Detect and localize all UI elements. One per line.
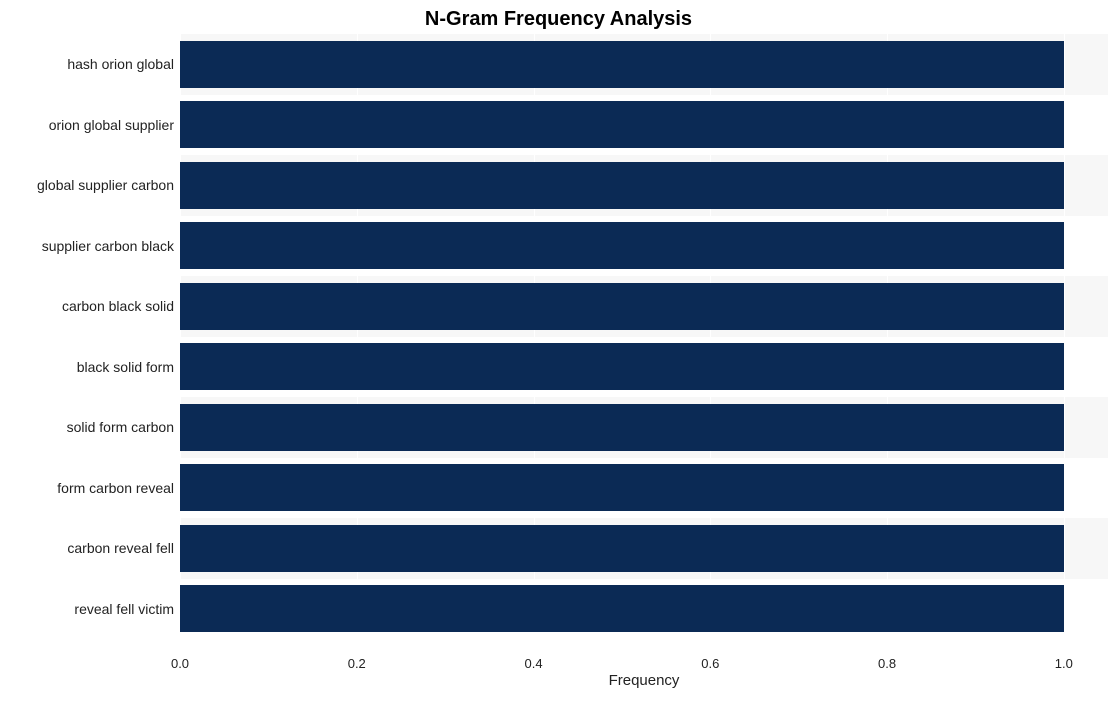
y-tick-label: solid form carbon (67, 419, 174, 435)
bar (180, 283, 1064, 330)
bar (180, 162, 1064, 209)
x-tick-label: 0.2 (348, 656, 366, 671)
y-axis-labels: hash orion global orion global supplier gl… (0, 34, 174, 639)
chart-title: N-Gram Frequency Analysis (0, 8, 1117, 31)
plot-area (180, 34, 1108, 639)
x-tick-label: 0.8 (878, 656, 896, 671)
y-tick-label: black solid form (77, 359, 174, 375)
bar (180, 222, 1064, 269)
bar (180, 464, 1064, 511)
bar (180, 343, 1064, 390)
ngram-chart: N-Gram Frequency Analysis hash orion glo… (0, 0, 1117, 701)
x-tick-label: 0.4 (524, 656, 542, 671)
y-tick-label: carbon reveal fell (67, 540, 174, 556)
y-tick-label: form carbon reveal (57, 480, 174, 496)
y-tick-label: carbon black solid (62, 298, 174, 314)
x-tick-label: 0.6 (701, 656, 719, 671)
y-tick-label: orion global supplier (49, 117, 174, 133)
x-axis-label: Frequency (180, 672, 1108, 689)
bar (180, 525, 1064, 572)
bars-layer (180, 34, 1108, 639)
bar (180, 41, 1064, 88)
y-tick-label: reveal fell victim (74, 601, 174, 617)
y-tick-label: supplier carbon black (42, 238, 174, 254)
bar (180, 101, 1064, 148)
x-tick-label: 1.0 (1055, 656, 1073, 671)
y-tick-label: hash orion global (67, 56, 174, 72)
bar (180, 404, 1064, 451)
y-tick-label: global supplier carbon (37, 177, 174, 193)
bar (180, 585, 1064, 632)
x-tick-label: 0.0 (171, 656, 189, 671)
